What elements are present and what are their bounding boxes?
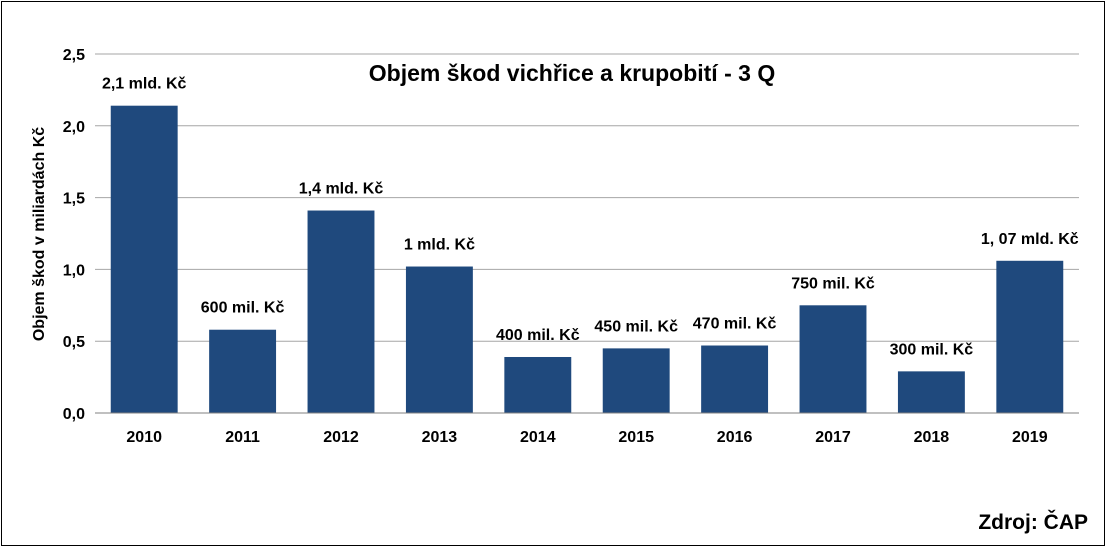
- bar-2016: [701, 345, 769, 413]
- chart-title: Objem škod vichřice a krupobití - 3 Q: [369, 60, 775, 86]
- x-tick-label: 2016: [717, 429, 753, 446]
- data-label-2014: 400 mil. Kč: [496, 327, 580, 344]
- x-tick-label: 2018: [914, 429, 950, 446]
- y-tick-label: 2,0: [63, 119, 85, 136]
- bar-2019: [996, 260, 1064, 413]
- x-tick-label: 2012: [323, 429, 359, 446]
- y-tick-label: 1,5: [63, 191, 85, 208]
- data-label-2011: 600 mil. Kč: [201, 300, 285, 317]
- y-tick-label: 0,0: [63, 406, 85, 423]
- bar-2011: [209, 329, 277, 413]
- y-axis-label: Objem škod v miliardách Kč: [31, 127, 48, 341]
- data-label-2010: 2,1 mld. Kč: [102, 76, 187, 93]
- gridlines: [95, 53, 1079, 342]
- x-tick-label: 2015: [618, 429, 654, 446]
- bar-2014: [504, 356, 572, 413]
- data-label-2016: 470 mil. Kč: [693, 316, 777, 333]
- y-tick-label: 0,5: [63, 334, 85, 351]
- bar-2017: [799, 305, 867, 413]
- bar-2015: [602, 348, 670, 413]
- data-labels: 2,1 mld. Kč 600 mil. Kč 1,4 mld. Kč 1 mld. …: [102, 76, 1079, 359]
- data-label-2015: 450 mil. Kč: [594, 318, 678, 335]
- bar-2010: [110, 105, 178, 414]
- bars: [110, 105, 1064, 414]
- x-tick-labels: 2010 2011 2012 2013 2014 2015 2016 2017 2018 2019: [126, 429, 1047, 446]
- source-note: Zdroj: ČAP: [978, 511, 1088, 534]
- data-label-2012: 1,4 mld. Kč: [299, 181, 384, 198]
- x-tick-label: 2014: [520, 429, 556, 446]
- bar-2013: [405, 266, 473, 413]
- data-label-2017: 750 mil. Kč: [791, 275, 875, 292]
- x-tick-label: 2013: [422, 429, 458, 446]
- data-label-2019: 1, 07 mld. Kč: [981, 231, 1079, 248]
- x-tick-label: 2011: [225, 429, 260, 446]
- y-tick-label: 1,0: [63, 262, 85, 279]
- x-tick-label: 2019: [1012, 429, 1048, 446]
- bar-2012: [307, 210, 375, 413]
- x-tick-label: 2017: [815, 429, 851, 446]
- bar-2018: [897, 371, 965, 413]
- data-label-2013: 1 mld. Kč: [404, 237, 475, 254]
- data-label-2018: 300 mil. Kč: [890, 341, 974, 358]
- y-tick-label: 2,5: [63, 47, 85, 64]
- x-tick-label: 2010: [126, 429, 162, 446]
- y-tick-labels: 0,0 0,5 1,0 1,5 2,0 2,5: [63, 47, 85, 423]
